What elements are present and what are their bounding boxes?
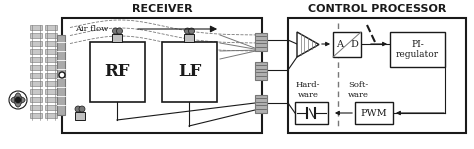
Ellipse shape — [11, 97, 25, 104]
Bar — [30, 33, 42, 38]
Bar — [45, 65, 57, 70]
Bar — [45, 57, 57, 62]
Bar — [30, 97, 42, 102]
Bar — [30, 57, 42, 62]
Text: Air flow: Air flow — [75, 25, 108, 33]
Text: Soft-
ware: Soft- ware — [347, 81, 368, 99]
Text: RECEIVER: RECEIVER — [132, 4, 192, 14]
Bar — [57, 35, 65, 115]
Bar — [112, 34, 122, 42]
Bar — [45, 33, 57, 38]
Bar — [162, 42, 217, 102]
Bar — [30, 113, 42, 118]
Circle shape — [184, 28, 191, 34]
Bar — [288, 18, 466, 133]
Bar — [255, 62, 267, 80]
Bar — [255, 33, 267, 51]
Bar — [45, 113, 57, 118]
Bar — [45, 41, 57, 46]
Ellipse shape — [15, 93, 21, 107]
Bar — [30, 81, 42, 86]
Bar — [90, 42, 145, 102]
Bar — [45, 73, 57, 78]
Text: D: D — [350, 40, 358, 49]
Bar — [30, 73, 42, 78]
Ellipse shape — [11, 97, 25, 104]
Circle shape — [16, 97, 20, 103]
Bar — [45, 97, 57, 102]
Bar — [62, 18, 262, 133]
Bar — [45, 105, 57, 110]
Polygon shape — [297, 32, 319, 57]
Text: CONTROL PROCESSOR: CONTROL PROCESSOR — [308, 4, 446, 14]
Circle shape — [75, 106, 81, 112]
Text: A: A — [337, 40, 344, 49]
Bar — [75, 112, 85, 120]
Text: PWM: PWM — [361, 108, 387, 118]
Circle shape — [189, 28, 194, 34]
Circle shape — [117, 28, 122, 34]
Bar — [390, 32, 445, 67]
Bar — [295, 102, 328, 124]
Bar — [355, 102, 393, 124]
Bar — [30, 25, 42, 30]
Bar — [333, 32, 361, 57]
Bar — [45, 89, 57, 94]
Bar — [30, 49, 42, 54]
Bar — [45, 49, 57, 54]
Bar — [30, 105, 42, 110]
Circle shape — [79, 106, 85, 112]
Text: Hard-
ware: Hard- ware — [296, 81, 320, 99]
Bar — [255, 95, 267, 113]
Bar — [30, 41, 42, 46]
Bar — [45, 81, 57, 86]
Circle shape — [112, 28, 118, 34]
Ellipse shape — [15, 93, 21, 107]
Bar — [184, 34, 194, 42]
Text: PI-
regulator: PI- regulator — [396, 40, 439, 59]
Text: LF: LF — [178, 63, 201, 80]
Bar — [30, 89, 42, 94]
Bar — [30, 65, 42, 70]
Circle shape — [59, 72, 65, 78]
Text: RF: RF — [105, 63, 130, 80]
Bar — [45, 25, 57, 30]
